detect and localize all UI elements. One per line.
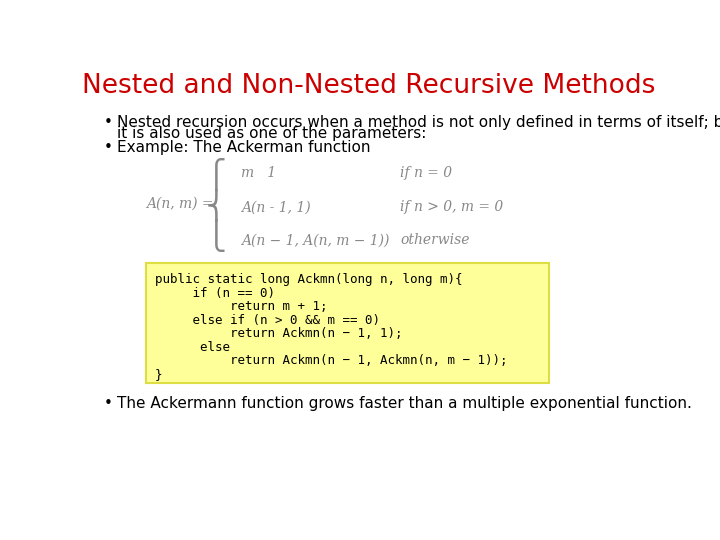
Text: ⎨: ⎨ [206, 189, 227, 222]
Text: it is also used as one of the parameters:: it is also used as one of the parameters… [117, 126, 426, 141]
FancyBboxPatch shape [145, 264, 549, 383]
Text: Nested recursion occurs when a method is not only defined in terms of itself; bu: Nested recursion occurs when a method is… [117, 115, 720, 130]
Text: Example: The Ackerman function: Example: The Ackerman function [117, 140, 371, 156]
Text: }: } [155, 368, 163, 381]
Text: ⎧: ⎧ [206, 158, 227, 191]
Text: A(n − 1, A(n, m − 1)): A(n − 1, A(n, m − 1)) [241, 233, 390, 247]
Text: ⎩: ⎩ [206, 219, 227, 252]
Text: else: else [155, 341, 230, 354]
Text: m   1: m 1 [241, 166, 276, 180]
Text: return Ackmn(n − 1, Ackmn(n, m − 1));: return Ackmn(n − 1, Ackmn(n, m − 1)); [155, 354, 508, 367]
Text: A(n - 1, 1): A(n - 1, 1) [241, 200, 311, 214]
Text: Nested and Non-Nested Recursive Methods: Nested and Non-Nested Recursive Methods [82, 73, 656, 99]
Text: else if (n > 0 && m == 0): else if (n > 0 && m == 0) [155, 314, 380, 327]
Text: if n = 0: if n = 0 [400, 166, 452, 180]
Text: •: • [104, 396, 113, 411]
Text: •: • [104, 115, 113, 130]
Text: return Ackmn(n − 1, 1);: return Ackmn(n − 1, 1); [155, 327, 402, 340]
Text: return m + 1;: return m + 1; [155, 300, 328, 313]
Text: public static long Ackmn(long n, long m){: public static long Ackmn(long n, long m)… [155, 273, 463, 286]
Text: The Ackermann function grows faster than a multiple exponential function.: The Ackermann function grows faster than… [117, 396, 692, 411]
Text: •: • [104, 140, 113, 156]
Text: A(n, m) =: A(n, m) = [145, 197, 213, 211]
Text: otherwise: otherwise [400, 233, 469, 247]
Text: if (n == 0): if (n == 0) [155, 287, 275, 300]
Text: if n > 0, m = 0: if n > 0, m = 0 [400, 200, 503, 214]
